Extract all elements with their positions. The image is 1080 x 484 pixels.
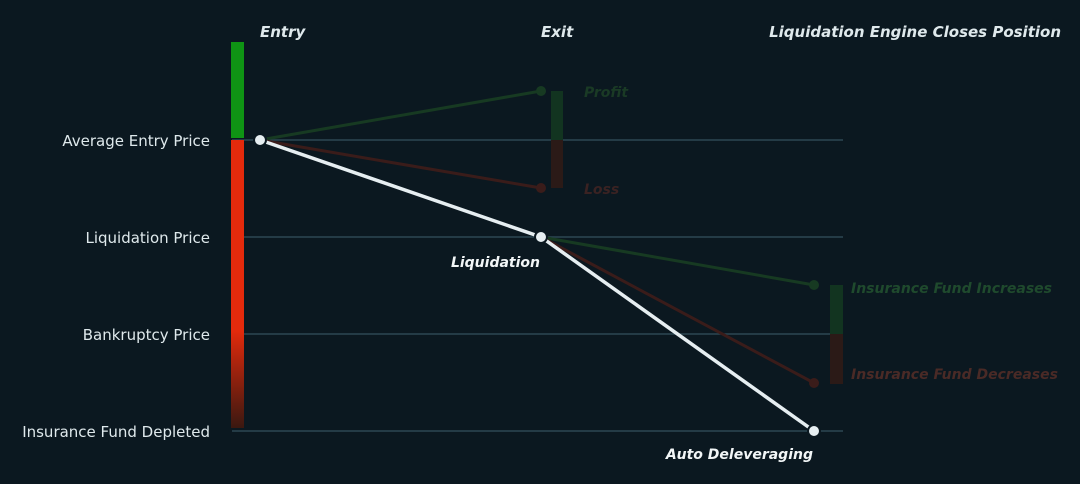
liquidation-label: Liquidation <box>451 255 540 271</box>
liquidation-node <box>534 230 548 244</box>
fund-increases-label: Insurance Fund Increases <box>851 281 1052 297</box>
profit-zone-bar <box>231 42 244 138</box>
column-label-entry: Entry <box>260 23 306 41</box>
loss-point <box>536 183 546 193</box>
fund-increase-point <box>809 280 819 290</box>
entry-node <box>253 133 267 147</box>
fund-decrease-branch <box>540 235 815 385</box>
liquidation-path <box>259 138 816 433</box>
loss-zone-bar <box>231 140 244 428</box>
fund-decreases-label: Insurance Fund Decreases <box>851 367 1058 383</box>
loss-bar-segment <box>551 140 563 188</box>
column-label-exit: Exit <box>541 23 574 41</box>
loss-label: Loss <box>584 182 619 198</box>
profit-label: Profit <box>584 85 629 101</box>
fund-increase-branch <box>540 235 815 287</box>
row-label-bankruptcy: Bankruptcy Price <box>83 326 210 344</box>
profit-point <box>536 86 546 96</box>
column-label-close: Liquidation Engine Closes Position <box>769 23 1061 41</box>
auto-deleveraging-node <box>807 424 821 438</box>
row-label-average-entry: Average Entry Price <box>62 132 210 150</box>
row-label-fund-depleted: Insurance Fund Depleted <box>22 423 210 441</box>
fund-decrease-point <box>809 378 819 388</box>
fund-decrease-bar <box>830 334 843 384</box>
auto-deleveraging-label: Auto Deleveraging <box>665 447 813 463</box>
row-label-liquidation: Liquidation Price <box>85 229 210 247</box>
loss-branch <box>259 138 542 190</box>
profit-branch <box>259 89 542 142</box>
fund-increase-bar <box>830 285 843 334</box>
